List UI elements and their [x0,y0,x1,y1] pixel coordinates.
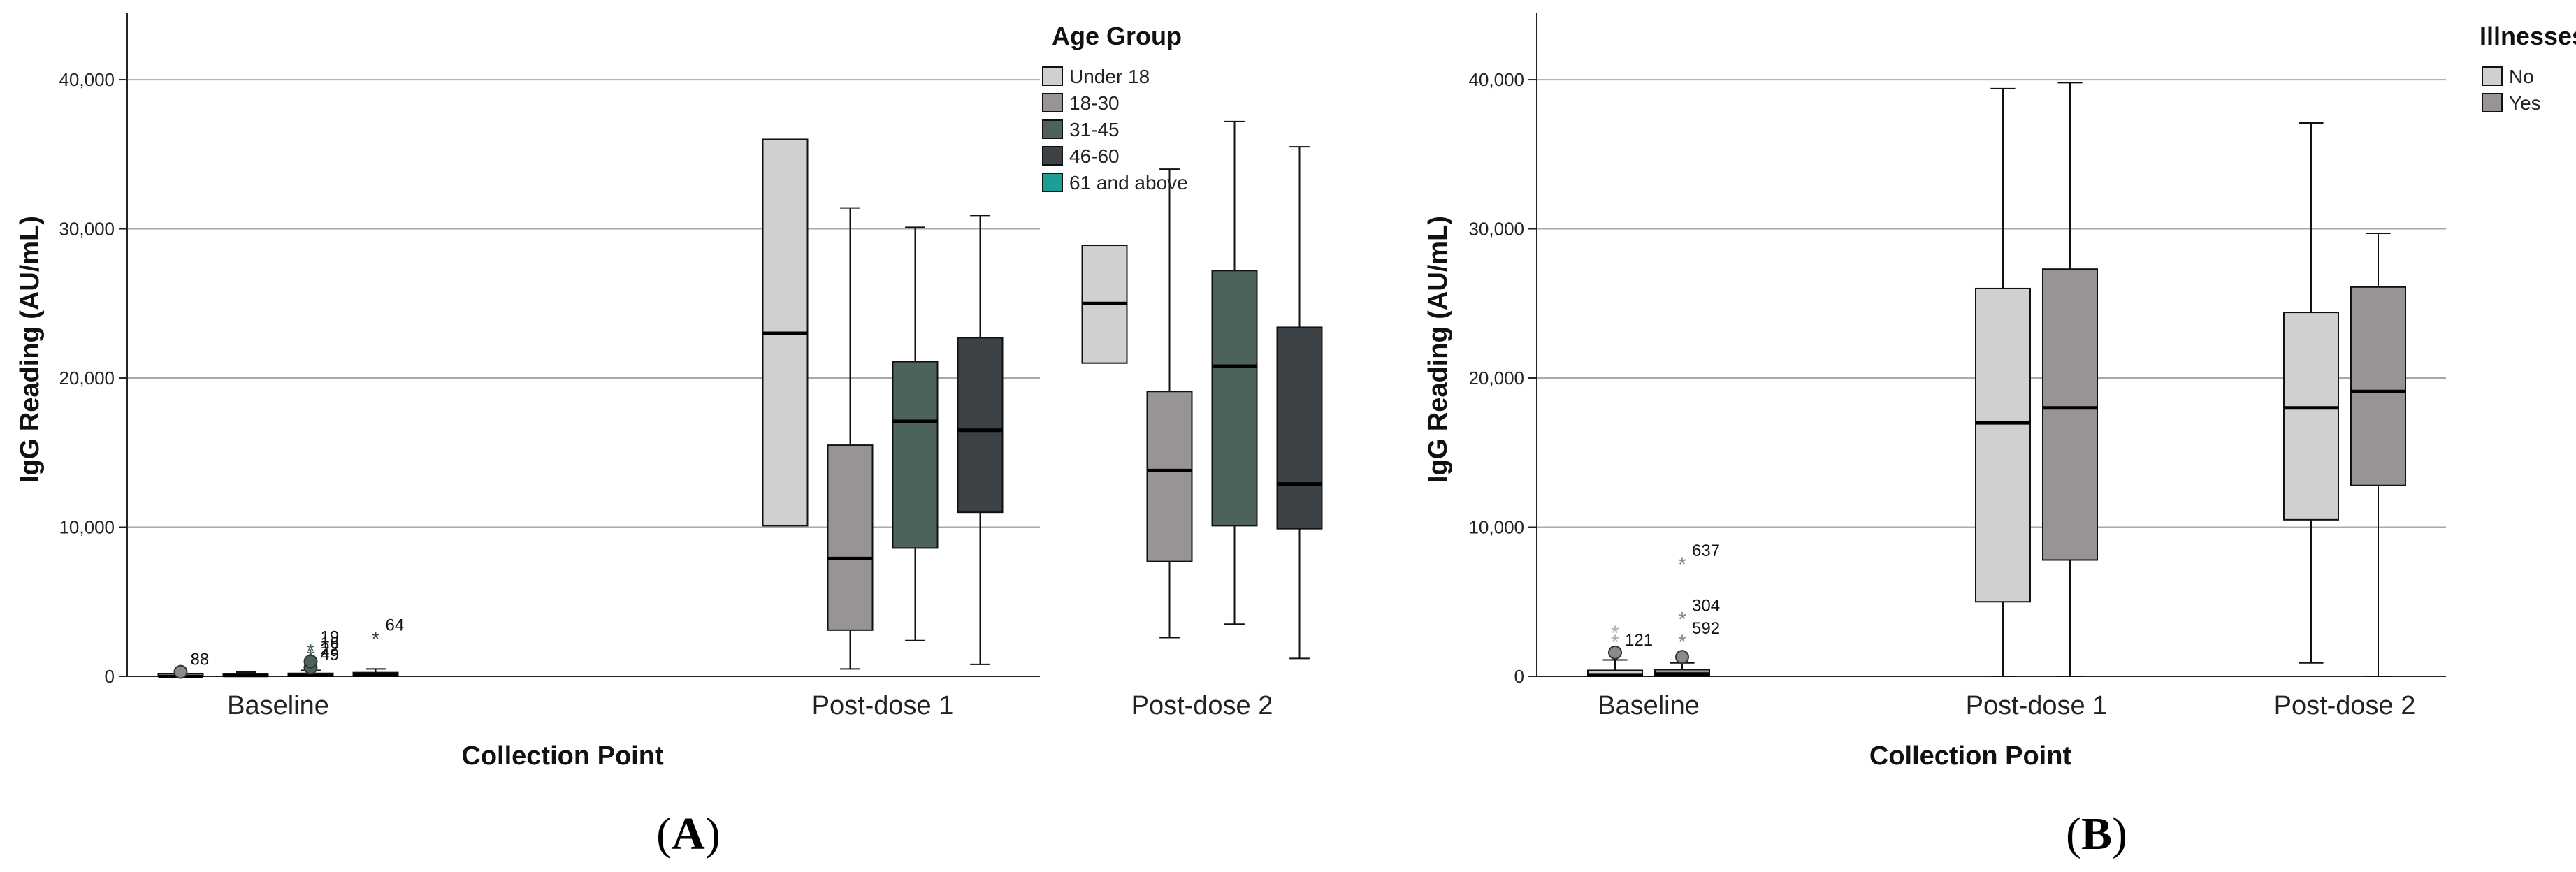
extreme-outlier-star: * [372,627,380,651]
box-yes [2042,82,2098,677]
box-iqr [892,361,939,549]
outlier-label: 121 [1625,631,1653,650]
outlier-point [173,664,188,679]
box-no [1587,659,1643,678]
box-iqr [1975,287,2031,603]
box-46-60 [1276,146,1323,660]
legend-item-label: Under 18 [1069,66,1150,87]
outlier-point [1675,650,1689,664]
box-no [2283,122,2339,664]
legend-item-label: 46-60 [1069,145,1120,167]
box-iqr [827,444,874,631]
x-tick-label: Post-dose 1 [1966,691,2108,720]
box-iqr [957,337,1004,514]
outlier-point [303,654,318,669]
legend-item-label: 61 and above [1069,172,1188,194]
box-under-18 [762,138,809,527]
y-tick-label: 40,000 [59,69,115,90]
y-tick-label: 10,000 [59,517,115,538]
extreme-outlier-star: * [1678,631,1686,654]
panel-a-chart: 0 10,000 20,000 30,000 40,000 Baseline Post-do… [15,13,1323,859]
y-tick-label: 0 [1514,666,1524,687]
x-tick-label: Post-dose 1 [812,691,954,720]
box-46-60 [957,215,1004,665]
legend-swatch [2482,93,2503,112]
box-iqr [2350,286,2406,486]
y-tick-label: 40,000 [1468,69,1524,90]
box-iqr [1146,391,1193,562]
y-tick-label: 30,000 [1468,219,1524,240]
box-iqr [2042,268,2098,561]
x-axis-title: Collection Point [1869,741,2072,771]
x-tick-label: Baseline [1598,691,1700,720]
panel-label: (B) [2066,808,2127,859]
legend-swatch [1042,146,1063,166]
outlier-label: 592 [1692,619,1720,638]
legend-title: Illnesses [2480,22,2576,50]
y-tick-label: 0 [105,666,115,687]
panel-label: (A) [656,808,721,859]
box-under-18 [1081,245,1128,364]
outlier-label: 88 [191,651,210,669]
legend-item-label: No [2509,66,2534,87]
y-tick-label: 20,000 [59,368,115,388]
box-46-60 [352,668,399,677]
outlier-label: 637 [1692,542,1720,560]
extreme-outlier-star: * [1678,553,1686,576]
box-18-30 [827,207,874,670]
outlier-label: 304 [1692,597,1720,616]
box-iqr [2283,312,2339,521]
y-tick-label: 20,000 [1468,368,1524,388]
box-iqr [1276,326,1323,530]
y-tick-label: 30,000 [59,219,115,240]
legend-swatch [2482,66,2503,86]
legend-swatch [1042,66,1063,86]
outlier-label: 64 [386,616,405,634]
box-yes [1654,662,1710,677]
extreme-outlier-star: * [1678,609,1686,632]
y-axis-title: IgG Reading (AU/mL) [15,216,45,483]
outlier-label: 49 [321,646,340,664]
outlier-point [1608,645,1622,660]
y-tick-label: 10,000 [1468,517,1524,538]
box-iqr [1211,270,1258,527]
box-31-45 [892,226,939,641]
legend-swatch [1042,119,1063,139]
outlier-label: 22 [321,640,340,659]
box-no [1975,87,2031,677]
legend-title: Age Group [1052,22,1182,50]
legend-swatch [1042,173,1063,192]
y-axis-title: IgG Reading (AU/mL) [1424,216,1453,483]
legend-item-label: Yes [2509,92,2541,114]
x-tick-label: Post-dose 2 [1131,691,1273,720]
x-tick-label: Post-dose 2 [2274,691,2416,720]
legend-item-label: 31-45 [1069,119,1120,140]
legend-item-label: 18-30 [1069,92,1120,114]
box-18-30 [222,671,269,678]
outlier-label: 19 [321,628,340,647]
panel-b-chart: 0 10,000 20,000 30,000 40,000 Baseline Post-do… [1424,13,2576,859]
box-yes [2350,232,2406,677]
outlier-label: 16 [321,634,340,653]
x-tick-label: Baseline [227,691,329,720]
x-axis-title: Collection Point [461,741,664,771]
extreme-outlier-star: * [1611,622,1619,645]
extreme-outlier-star: * [1611,631,1619,654]
box-31-45 [1211,120,1258,625]
box-18-30 [1146,168,1193,639]
legend-swatch [1042,93,1063,112]
